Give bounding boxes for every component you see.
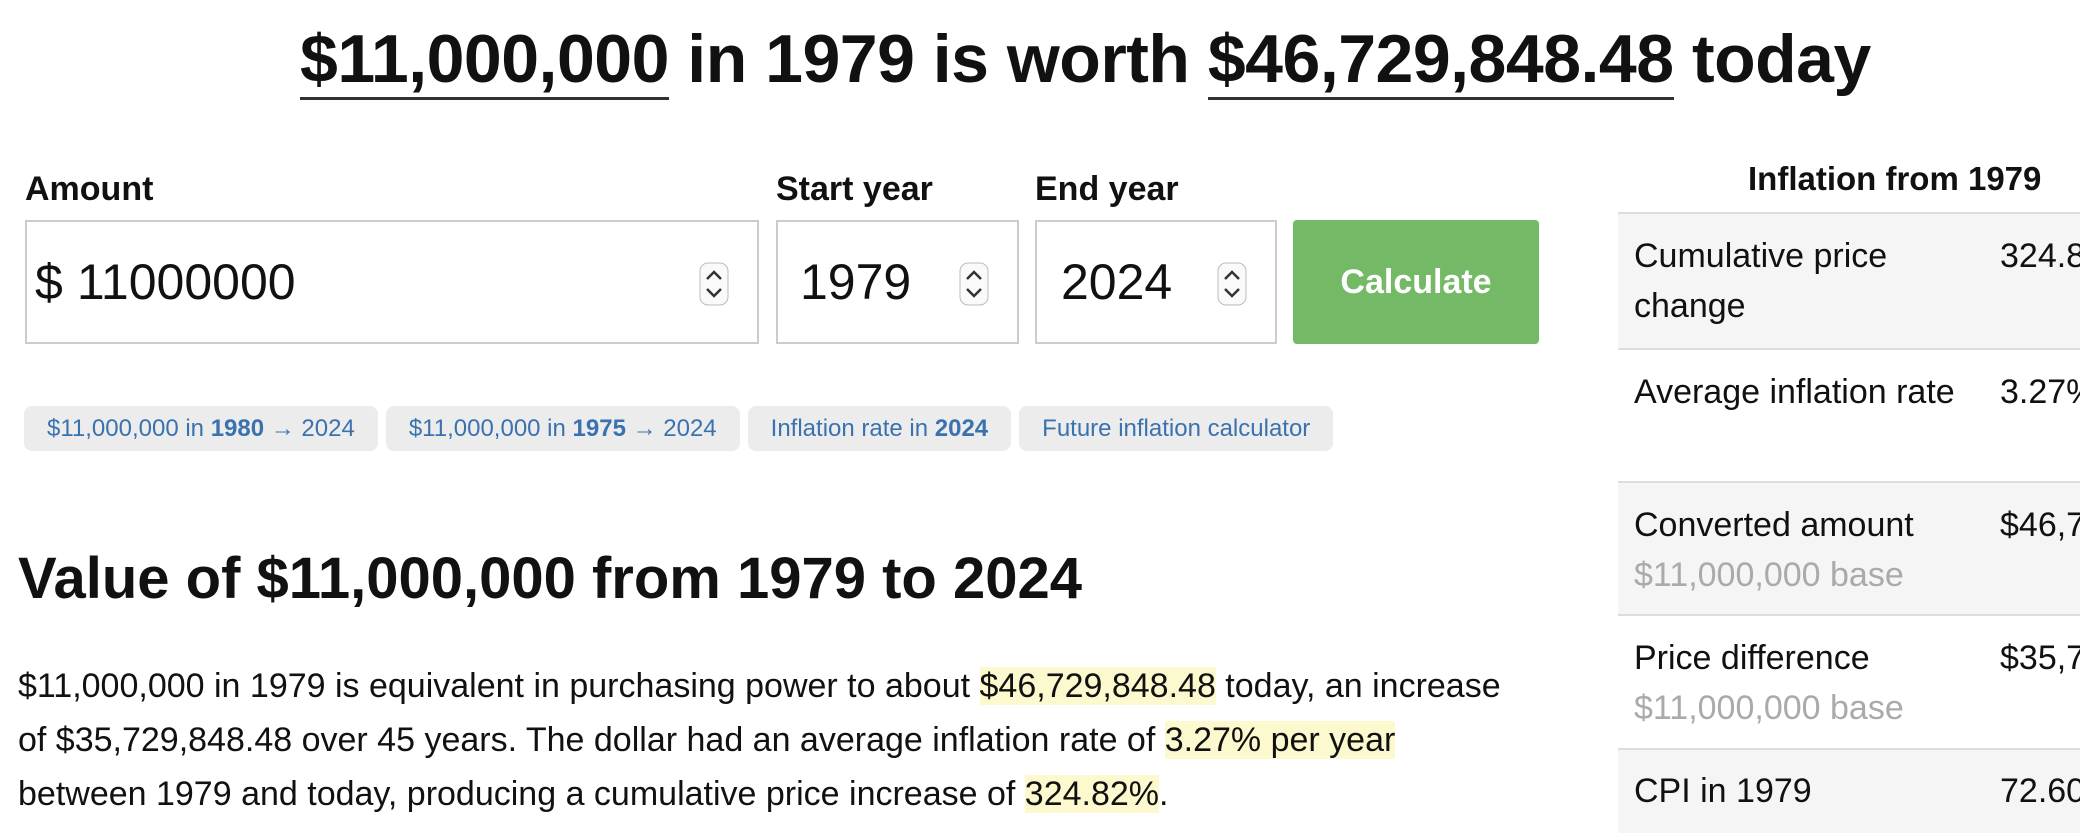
page-title: $11,000,000 in 1979 is worth $46,729,848… <box>0 20 2080 100</box>
chip-text: 1975 <box>572 414 626 442</box>
text: today, an increase of $35,729,848.48 ove… <box>18 667 1501 759</box>
title-text: today <box>1673 21 1871 97</box>
link-chip[interactable]: Future inflation calculator <box>1019 406 1334 451</box>
chip-text: → 2024 <box>625 414 717 442</box>
amount-label: Amount <box>25 170 154 208</box>
chip-text: $11,000,000 in <box>47 414 211 442</box>
link-chip[interactable]: $11,000,000 in 1975 → 2024 <box>385 406 740 451</box>
text: between 1979 and today, producing a cumu… <box>18 775 1025 813</box>
chip-text: Future inflation calculator <box>1042 414 1311 442</box>
start-year-value: 1979 <box>800 254 912 310</box>
highlight: 324.82% <box>1024 775 1160 813</box>
title-amount[interactable]: $46,729,848.48 <box>1207 21 1674 100</box>
link-chip[interactable]: Inflation rate in 2024 <box>747 406 1012 451</box>
row-note: $11,000,000 base <box>1634 689 1904 727</box>
calculate-button[interactable]: Calculate <box>1293 220 1539 344</box>
spinner[interactable] <box>699 262 729 306</box>
row-label-cell: Average inflation rate <box>1634 350 1964 417</box>
amount-input[interactable]: $ 11000000 <box>25 220 759 344</box>
start-year-input[interactable]: 1979 <box>776 220 1019 344</box>
row-value: 72.60 <box>2000 772 2080 810</box>
spinner[interactable] <box>959 262 989 306</box>
table-row: CPI in 1979 72.60 <box>1618 748 2080 833</box>
amount-value: 11000000 <box>76 254 296 310</box>
highlight: $46,729,848.48 <box>979 667 1216 705</box>
chip-text: → 2024 <box>264 414 355 442</box>
spinner[interactable] <box>1217 262 1247 306</box>
section-heading: Value of $11,000,000 from 1979 to 2024 <box>18 546 1082 611</box>
table-row: Average inflation rate 3.27% <box>1618 348 2080 481</box>
chip-text: Inflation rate in <box>770 414 935 442</box>
highlight: 3.27% per year <box>1164 721 1396 759</box>
table-title: Inflation from 1979 <box>1748 160 2042 197</box>
inflation-table: Inflation from 1979 Cumulative price cha… <box>1618 160 2080 833</box>
row-value: 324.82% <box>2000 237 2080 275</box>
row-label: Converted amount <box>1634 506 1914 544</box>
end-year-label: End year <box>1035 170 1179 208</box>
chip-text: 2024 <box>934 414 989 442</box>
link-chip[interactable]: $11,000,000 in 1980 → 2024 <box>24 406 378 451</box>
title-amount[interactable]: $11,000,000 <box>300 21 669 100</box>
row-note: $11,000,000 base <box>1634 556 1904 594</box>
text: $11,000,000 in 1979 is equivalent in pur… <box>18 667 980 705</box>
text: . <box>1159 775 1169 813</box>
title-text: in 1979 is worth <box>668 21 1208 97</box>
row-label: CPI in 1979 <box>1634 772 1812 810</box>
chip-text: $11,000,000 in <box>408 414 573 442</box>
row-value: 3.27% <box>2000 373 2080 411</box>
row-value: $46,729,848.48 <box>2000 506 2080 544</box>
summary-paragraph: $11,000,000 in 1979 is equivalent in pur… <box>18 659 1518 821</box>
currency-prefix: $ <box>35 254 63 310</box>
chip-text: 1980 <box>210 414 265 442</box>
table-row: Price difference $11,000,000 base $35,729,… <box>1618 614 2080 748</box>
start-year-label: Start year <box>776 170 933 208</box>
table-row: Converted amount $11,000,000 base $46,729,… <box>1618 481 2080 614</box>
row-label-cell: Converted amount $11,000,000 base <box>1634 483 1964 600</box>
row-label: Average inflation rate <box>1634 373 1955 411</box>
row-label: Price difference <box>1634 639 1870 677</box>
chip-list: $11,000,000 in 1980 → 2024 $11,000,000 in… <box>24 406 1334 451</box>
end-year-value: 2024 <box>1061 254 1173 310</box>
row-value: $35,729,848.48 <box>2000 639 2080 677</box>
row-label-cell: CPI in 1979 <box>1634 750 1964 816</box>
row-label-cell: Cumulative price change <box>1634 214 1964 331</box>
table-row: Cumulative price change 324.82% <box>1618 212 2080 348</box>
row-label: Cumulative price change <box>1634 237 1888 325</box>
row-label-cell: Price difference $11,000,000 base <box>1634 616 1964 733</box>
end-year-input[interactable]: 2024 <box>1035 220 1277 344</box>
